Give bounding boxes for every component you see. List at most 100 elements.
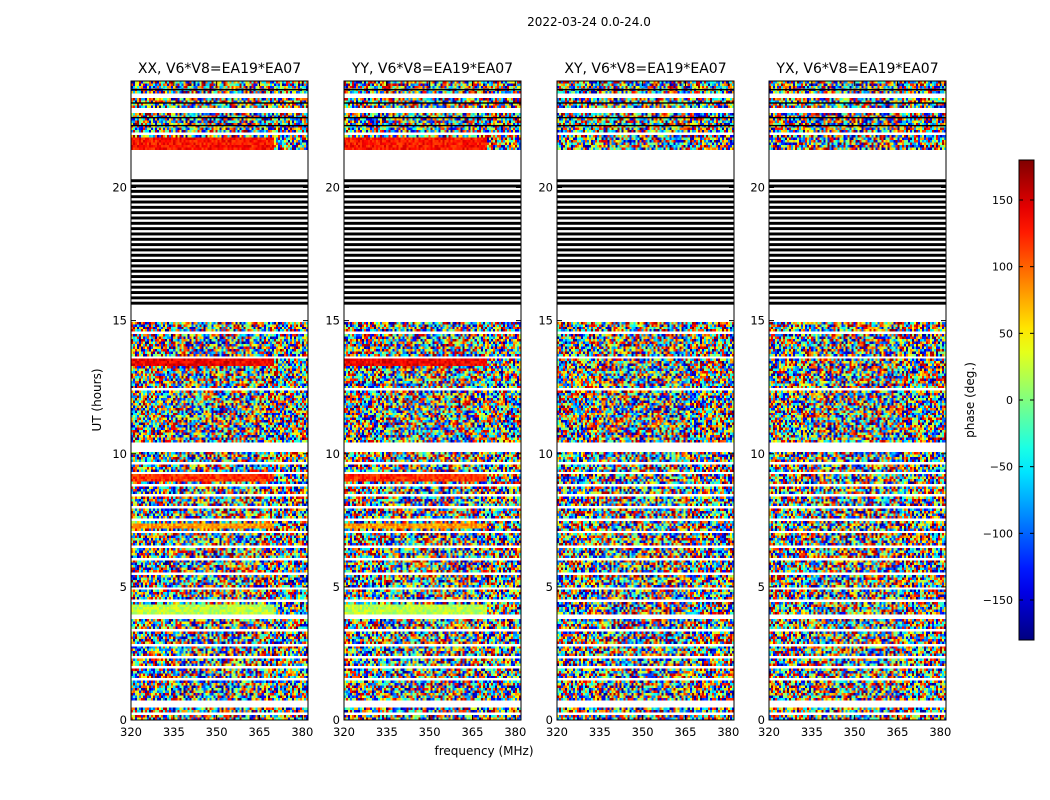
panel-xy: XY, V6*V8=EA19*EA07 320 335 350 365 380 0 5 10 15… bbox=[538, 61, 739, 739]
phase-heatmap-xx bbox=[131, 81, 308, 720]
flagged-line bbox=[344, 116, 521, 119]
flagged-stripe bbox=[131, 216, 308, 220]
y-tick-label: 10 bbox=[750, 447, 765, 461]
flagged-stripe bbox=[131, 189, 308, 193]
panel-frame bbox=[768, 80, 947, 721]
y-tick-label: 0 bbox=[758, 713, 765, 727]
flagged-line bbox=[344, 88, 521, 91]
x-tick-label: 380 bbox=[291, 725, 313, 739]
flagged-stripe bbox=[557, 253, 734, 257]
flagged-stripe bbox=[557, 280, 734, 284]
colorbar: 150 100 50 0 −50 −100 −150 bbox=[983, 159, 1035, 641]
flagged-stripe bbox=[344, 253, 521, 257]
flagged-stripe bbox=[131, 243, 308, 247]
flagged-line bbox=[769, 88, 946, 91]
flagged-stripe bbox=[769, 189, 946, 193]
flagged-stripe bbox=[557, 221, 734, 225]
flagged-stripe bbox=[769, 285, 946, 289]
flagged-stripe bbox=[131, 221, 308, 225]
colorbar-tick-label: −100 bbox=[983, 527, 1013, 540]
x-tick-label: 350 bbox=[206, 725, 228, 739]
colorbar-label: phase (deg.) bbox=[963, 362, 977, 438]
flagged-line bbox=[344, 124, 521, 127]
x-tick-label: 335 bbox=[163, 725, 185, 739]
y-tick-label: 10 bbox=[538, 447, 553, 461]
x-tick-label: 365 bbox=[248, 725, 270, 739]
x-tick-label: 380 bbox=[504, 725, 526, 739]
x-tick-label: 335 bbox=[589, 725, 611, 739]
flagged-stripe bbox=[557, 269, 734, 273]
flagged-stripe bbox=[344, 301, 521, 305]
flagged-stripe bbox=[131, 205, 308, 209]
flagged-stripe bbox=[769, 211, 946, 215]
flagged-stripe bbox=[769, 200, 946, 204]
flagged-stripe bbox=[769, 275, 946, 279]
flagged-stripe bbox=[557, 259, 734, 263]
flagged-stripe bbox=[131, 301, 308, 305]
flagged-stripe bbox=[344, 243, 521, 247]
flagged-stripe bbox=[344, 184, 521, 188]
flagged-line bbox=[131, 88, 308, 91]
flagged-stripe bbox=[769, 184, 946, 188]
flagged-stripe bbox=[344, 280, 521, 284]
x-tick-label: 320 bbox=[333, 725, 355, 739]
flagged-stripe bbox=[557, 179, 734, 183]
colorbar-tick-label: 50 bbox=[999, 327, 1013, 340]
flagged-stripe bbox=[131, 259, 308, 263]
flagged-stripe bbox=[557, 291, 734, 294]
flagged-stripe bbox=[557, 264, 734, 268]
flagged-stripe bbox=[344, 221, 521, 225]
panels-group: XX, V6*V8=EA19*EA07 320 335 350 365 380 0 5 10 15… bbox=[112, 61, 951, 739]
flagged-stripe bbox=[769, 264, 946, 268]
flagged-stripe bbox=[131, 280, 308, 284]
x-tick-label: 335 bbox=[376, 725, 398, 739]
flagged-stripe bbox=[557, 243, 734, 247]
flagged-line bbox=[769, 102, 946, 104]
flagged-stripe bbox=[344, 200, 521, 204]
flagged-stripe bbox=[769, 195, 946, 199]
flagged-stripe bbox=[131, 275, 308, 279]
y-tick-label: 10 bbox=[325, 447, 340, 461]
y-tick-label: 20 bbox=[750, 181, 765, 195]
x-tick-label: 350 bbox=[632, 725, 654, 739]
flagged-stripe bbox=[344, 216, 521, 220]
y-axis-label: UT (hours) bbox=[90, 368, 104, 431]
flagged-stripe bbox=[344, 264, 521, 268]
panel-frame bbox=[343, 80, 522, 721]
flagged-stripe bbox=[769, 301, 946, 305]
colorbar-tick-label: 0 bbox=[1006, 394, 1013, 407]
y-tick-label: 20 bbox=[325, 181, 340, 195]
flagged-line bbox=[557, 124, 734, 127]
flagged-stripe bbox=[769, 243, 946, 247]
flagged-stripe bbox=[557, 189, 734, 193]
y-tick-label: 15 bbox=[112, 314, 127, 328]
flagged-stripe bbox=[769, 259, 946, 263]
flagged-stripe bbox=[557, 227, 734, 231]
flagged-stripe bbox=[557, 237, 734, 241]
x-tick-label: 350 bbox=[419, 725, 441, 739]
x-tick-label: 320 bbox=[120, 725, 142, 739]
phase-heatmap-yx bbox=[769, 81, 946, 720]
panel-title: XY, V6*V8=EA19*EA07 bbox=[564, 61, 726, 77]
flagged-stripe bbox=[769, 216, 946, 220]
flagged-stripe bbox=[769, 232, 946, 236]
flagged-stripe bbox=[344, 291, 521, 294]
y-tick-label: 0 bbox=[333, 713, 340, 727]
flagged-stripe bbox=[557, 285, 734, 289]
flagged-stripe bbox=[557, 275, 734, 279]
x-axis-label: frequency (MHz) bbox=[434, 744, 533, 758]
flagged-stripe bbox=[769, 227, 946, 231]
panel-yx: YX, V6*V8=EA19*EA07 320 335 350 365 380 0 5 10 15… bbox=[750, 61, 951, 739]
flagged-stripe bbox=[557, 216, 734, 220]
flagged-stripe bbox=[344, 195, 521, 199]
flagged-stripe bbox=[769, 221, 946, 225]
flagged-stripe bbox=[557, 205, 734, 209]
flagged-stripe bbox=[769, 291, 946, 294]
panel-xx: XX, V6*V8=EA19*EA07 320 335 350 365 380 0 5 10 15… bbox=[112, 61, 313, 739]
y-tick-label: 10 bbox=[112, 447, 127, 461]
colorbar-tick-label: 100 bbox=[992, 261, 1013, 274]
panel-yy: YY, V6*V8=EA19*EA07 320 335 350 365 380 0 5 10 15… bbox=[325, 61, 526, 739]
flagged-stripe bbox=[557, 200, 734, 204]
flagged-stripe bbox=[131, 285, 308, 289]
colorbar-tick-label: −150 bbox=[983, 594, 1013, 607]
